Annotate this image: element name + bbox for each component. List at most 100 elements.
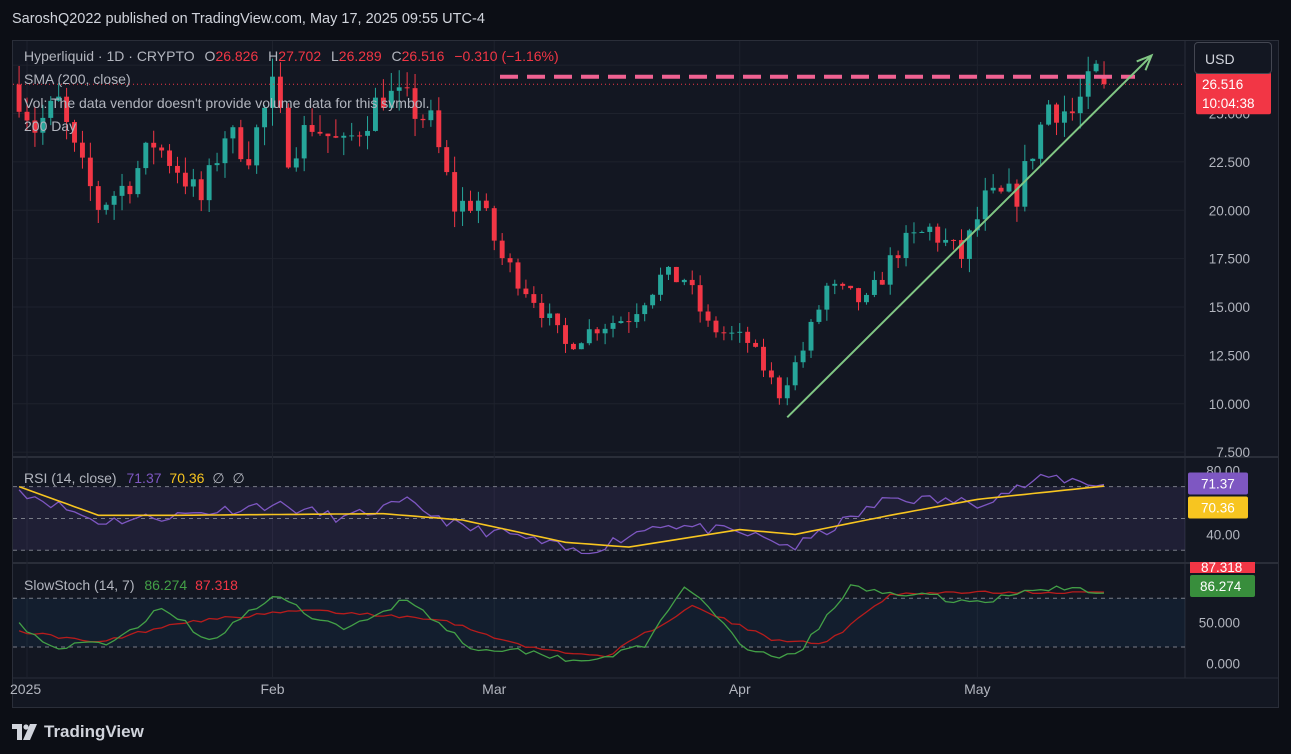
stoch-d-badge (1190, 562, 1255, 573)
candle-body (721, 332, 727, 334)
volume-legend[interactable]: Vol: The data vendor doesn't provide vol… (24, 95, 430, 111)
price-change: −0.310 (−1.16%) (454, 48, 559, 64)
stoch-k-value: 86.274 (144, 577, 188, 593)
date-tick-label: 2025 (10, 681, 41, 697)
candle-body (800, 350, 806, 363)
stoch-k-badge-text: 86.274 (1200, 579, 1242, 594)
currency-button[interactable]: USD (1194, 42, 1272, 74)
ohlc-high: H27.702 (268, 48, 322, 64)
last-price-value: 26.516 (1202, 77, 1243, 92)
candle-body (24, 111, 30, 121)
candle-body (103, 204, 109, 210)
stoch-tick-label: 50.000 (1199, 616, 1240, 631)
ohlc-close: C26.516 (391, 48, 445, 64)
candle-body (507, 258, 513, 263)
candle-body (357, 135, 363, 137)
candle-body (1038, 124, 1044, 159)
annotation-note: 200 Day (24, 118, 77, 134)
candle-body (966, 230, 972, 259)
date-tick-label: Mar (482, 681, 506, 697)
candle-body (270, 76, 275, 108)
candle-body (1046, 104, 1052, 125)
candle-body (618, 321, 624, 324)
candle-body (745, 331, 751, 343)
candle-body (705, 311, 711, 321)
candle-body (563, 325, 568, 344)
candle-body (523, 288, 529, 295)
price-tick-label: 20.000 (1209, 203, 1250, 218)
candle-body (293, 158, 299, 168)
candle-body (768, 370, 774, 378)
candle-body (87, 157, 93, 187)
candle-body (784, 385, 790, 399)
candle-body (167, 150, 173, 166)
rsi-badge-text: 71.37 (1201, 476, 1235, 491)
candle-body (341, 135, 347, 138)
candle-body (761, 346, 766, 371)
candle-body (127, 185, 133, 195)
symbol-label[interactable]: Hyperliquid · 1D · CRYPTO (24, 48, 195, 64)
rsi-ma-badge (1188, 496, 1248, 519)
candle-body (642, 305, 648, 315)
header-bar: SaroshQ2022 published on TradingView.com… (0, 0, 1291, 40)
candle-body (285, 107, 291, 168)
candle-body (887, 255, 893, 285)
candle-body (190, 179, 196, 187)
candle-body (412, 88, 418, 119)
candle-body (388, 90, 394, 108)
candle-body (365, 130, 370, 136)
candle-body (959, 240, 964, 259)
date-tick-label: Apr (729, 681, 751, 697)
candle-body (666, 266, 671, 275)
candle-body (135, 168, 141, 195)
candle-body (555, 313, 561, 326)
candle-body (460, 200, 466, 212)
candle-body (182, 172, 188, 187)
candle-body (499, 240, 505, 259)
candle-body (420, 118, 426, 121)
candle-body (32, 120, 38, 133)
bar-countdown: 10:04:38 (1202, 96, 1255, 111)
candle-body (863, 294, 869, 303)
candle-body (729, 332, 735, 334)
candle-body (1093, 63, 1099, 72)
ohlc-low: L26.289 (331, 48, 382, 64)
candle-body (404, 87, 410, 89)
trendline-arrowhead (1136, 53, 1154, 71)
candle-body (468, 200, 473, 211)
sma-legend[interactable]: SMA (200, close) (24, 71, 131, 87)
rsi-extra-1: ∅ (212, 470, 225, 486)
candle-body (16, 84, 22, 112)
candle-body (903, 232, 909, 259)
candle-body (214, 163, 220, 166)
rsi-legend[interactable]: RSI (14, close) 71.37 70.36 ∅ ∅ (24, 470, 245, 487)
rsi-line (18, 473, 1105, 555)
candle-body (56, 96, 62, 101)
candle-body (72, 121, 77, 143)
candle-body (254, 127, 260, 166)
footer-brand-label: TradingView (44, 722, 144, 741)
ohlc-open: O26.826 (204, 48, 259, 64)
candle-body (531, 294, 537, 303)
candle-body (349, 135, 355, 137)
candle-body (309, 125, 315, 132)
candle-body (1085, 71, 1091, 97)
tradingview-logo-icon (12, 724, 37, 740)
rsi-ma-line (18, 485, 1105, 548)
candle-body (689, 279, 695, 286)
candle-body (919, 231, 925, 233)
candle-body (990, 187, 996, 191)
candle-body (776, 377, 782, 399)
last-price-badge (1196, 72, 1271, 115)
candle-body (578, 343, 584, 350)
stoch-legend[interactable]: SlowStoch (14, 7) 86.274 87.318 (24, 577, 238, 593)
candle-body (262, 107, 268, 128)
candle-body (1022, 161, 1028, 207)
candle-body (79, 142, 85, 158)
candle-body (1101, 78, 1107, 85)
price-tick-label: 17.500 (1209, 252, 1250, 267)
candle-body (230, 127, 236, 139)
candle-body (713, 320, 719, 333)
price-tick-label: 12.500 (1209, 348, 1250, 363)
